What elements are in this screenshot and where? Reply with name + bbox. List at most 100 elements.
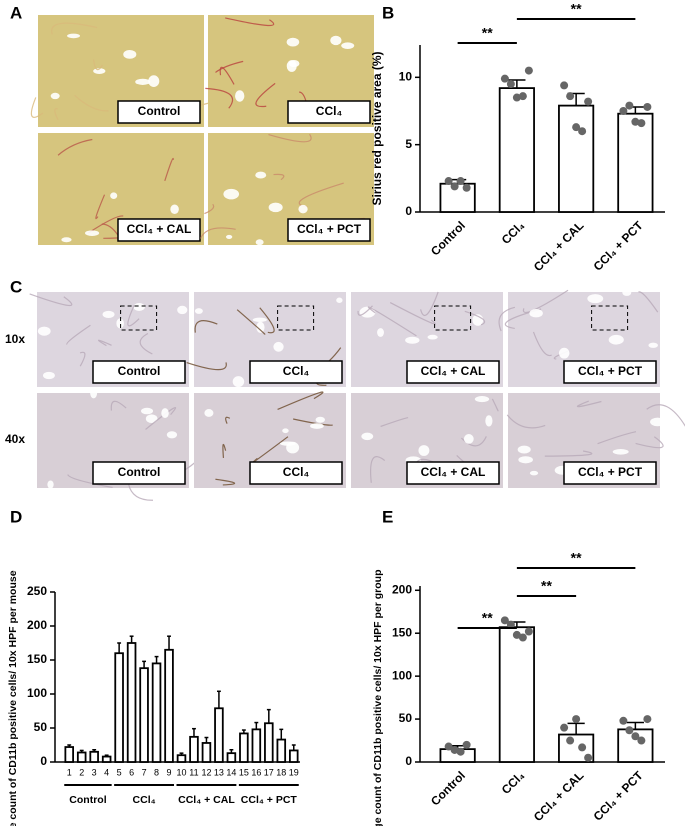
- tissue-streak: [255, 82, 276, 108]
- vessel: [648, 342, 658, 348]
- vessel: [252, 317, 267, 322]
- bar: [226, 752, 237, 763]
- vessel: [517, 445, 531, 454]
- vessel: [148, 75, 160, 88]
- y-axis-label: Sirius red positive area (%): [370, 51, 384, 205]
- tissue-streak: [380, 417, 409, 428]
- x-tick-label: 12: [201, 767, 211, 777]
- image-label: CCl₄ + CAL: [421, 364, 486, 378]
- x-tick-label: Control: [428, 218, 468, 258]
- label-box: [249, 360, 343, 384]
- tissue-streak: [460, 436, 487, 447]
- x-tick-label: 1: [67, 767, 72, 777]
- vessel: [587, 294, 604, 304]
- tissue-streak: [506, 414, 546, 429]
- tissue-streak: [635, 436, 664, 449]
- tissue-streak: [164, 158, 174, 182]
- bar: [126, 642, 137, 763]
- tissue-streak: [491, 398, 499, 412]
- vessel: [235, 90, 245, 102]
- data-point: [518, 92, 527, 101]
- x-tick-label: 10: [176, 767, 186, 777]
- bar: [288, 749, 299, 763]
- tissue-streak: [29, 293, 73, 307]
- tissue-streak: [205, 87, 234, 109]
- significance-label: **: [482, 25, 493, 41]
- tissue-streak: [98, 339, 112, 347]
- vessel: [474, 396, 490, 403]
- tissue-streak: [110, 400, 127, 411]
- significance-label: **: [571, 550, 582, 566]
- tissue-streak: [215, 60, 244, 73]
- vessel: [37, 326, 51, 336]
- label-box: [287, 218, 371, 242]
- tissue-streak: [57, 138, 93, 156]
- x-tick-label: CCl₄ + CAL: [531, 768, 587, 824]
- data-point: [512, 630, 521, 639]
- data-point: [560, 81, 569, 90]
- bar: [617, 112, 654, 213]
- x-tick-label: 8: [154, 767, 159, 777]
- group-label: CCl₄ + CAL: [178, 794, 235, 806]
- tissue-streak: [273, 173, 285, 181]
- y-tick-label: 100: [27, 686, 47, 700]
- tissue-streak: [389, 302, 436, 325]
- vessel: [268, 202, 283, 213]
- bar: [189, 735, 199, 763]
- bar: [558, 104, 595, 213]
- vessel: [232, 376, 245, 388]
- data-point: [506, 620, 515, 629]
- tissue-streak: [186, 361, 227, 371]
- bar: [101, 755, 112, 763]
- image-label: Control: [138, 104, 181, 118]
- vessel: [315, 416, 325, 423]
- tissue-streak: [194, 320, 218, 333]
- bar: [64, 746, 75, 763]
- x-tick-label: 13: [214, 767, 224, 777]
- vessel: [288, 60, 300, 68]
- x-tick-label: 11: [189, 767, 198, 777]
- bar: [76, 751, 87, 763]
- vessel: [650, 417, 665, 427]
- vessel: [359, 306, 376, 318]
- panel-letter: E: [382, 507, 393, 526]
- label-box: [563, 360, 657, 384]
- vessel: [102, 310, 115, 319]
- vessel: [310, 423, 324, 429]
- tissue-streak: [464, 310, 486, 326]
- vessel: [558, 347, 570, 359]
- vessel: [177, 305, 188, 315]
- image-label: Control: [118, 364, 161, 378]
- vessel: [225, 234, 233, 239]
- tissue-streak: [367, 306, 417, 337]
- tissue-streak: [79, 351, 86, 367]
- tissue-streak: [268, 133, 312, 143]
- bar: [239, 732, 249, 763]
- row-label: 10x: [5, 332, 25, 346]
- tissue-streak: [127, 305, 140, 327]
- inset-box: [120, 305, 158, 331]
- y-tick-label: 0: [405, 204, 412, 218]
- data-point: [625, 101, 634, 110]
- tissue-streak: [88, 215, 124, 234]
- data-point: [566, 736, 575, 745]
- vessel: [529, 308, 543, 318]
- vessel: [255, 239, 264, 246]
- vessel: [256, 321, 265, 333]
- tissue-streak: [370, 456, 386, 483]
- y-tick-label: 200: [392, 582, 412, 596]
- data-point: [625, 726, 634, 735]
- y-tick-label: 50: [399, 711, 413, 725]
- tissue-streak: [215, 478, 235, 486]
- vessel: [341, 42, 355, 49]
- x-tick-label: CCl₄: [499, 218, 528, 247]
- tissue-streak: [225, 416, 231, 424]
- vessel: [170, 204, 179, 215]
- significance-label: **: [541, 578, 552, 594]
- vessel: [282, 428, 289, 434]
- vessel: [485, 415, 493, 427]
- bar: [201, 742, 212, 763]
- significance-label: **: [482, 610, 493, 626]
- vessel: [298, 204, 308, 214]
